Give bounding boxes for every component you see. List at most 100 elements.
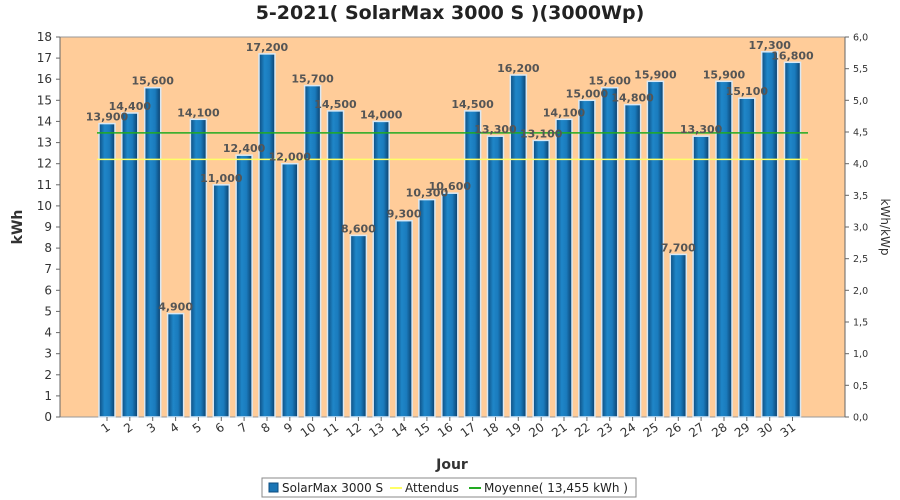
bar-day-2 bbox=[121, 112, 139, 418]
bar-day-7 bbox=[235, 154, 253, 418]
legend-label-attendus: Attendus bbox=[405, 481, 459, 495]
data-label-day-18: 13,300 bbox=[474, 123, 517, 136]
legend-box bbox=[261, 477, 637, 498]
x-tick-label-28: 28 bbox=[709, 420, 730, 440]
data-label-day-27: 13,300 bbox=[680, 123, 723, 136]
y-tick-label: 18 bbox=[37, 30, 52, 44]
bar-day-9 bbox=[281, 162, 299, 418]
x-tick-label-12: 12 bbox=[344, 420, 365, 440]
bar-day-6 bbox=[212, 184, 231, 418]
y-right-tick-label: 4,5 bbox=[853, 128, 868, 139]
x-tick-label-27: 27 bbox=[686, 420, 707, 440]
y-tick-label: 10 bbox=[37, 199, 52, 213]
data-label-day-17: 14,500 bbox=[451, 98, 494, 111]
data-label-day-16: 10,600 bbox=[429, 180, 472, 193]
bar-day-4 bbox=[166, 312, 185, 418]
data-label-day-15: 10,300 bbox=[406, 187, 449, 200]
bar-day-3 bbox=[143, 86, 162, 418]
data-label-day-19: 16,200 bbox=[497, 62, 540, 75]
x-tick-label-25: 25 bbox=[641, 420, 662, 440]
data-label-day-3: 15,600 bbox=[131, 75, 174, 88]
y-right-tick-label: 2,5 bbox=[853, 254, 868, 265]
bar-day-31 bbox=[783, 61, 802, 418]
bar-day-18 bbox=[486, 135, 505, 418]
bar-day-14 bbox=[395, 219, 413, 418]
x-tick-label-8: 8 bbox=[258, 420, 272, 436]
x-tick-label-19: 19 bbox=[503, 420, 524, 440]
data-label-day-26: 7,700 bbox=[661, 241, 696, 254]
bar-day-27 bbox=[692, 135, 710, 418]
x-tick-label-15: 15 bbox=[412, 420, 433, 440]
y-tick-label: 5 bbox=[44, 304, 52, 318]
y-tick-label: 4 bbox=[44, 326, 52, 340]
y-tick-label: 11 bbox=[37, 178, 52, 192]
y-tick-label: 7 bbox=[44, 262, 52, 276]
y-tick-label: 8 bbox=[44, 241, 52, 255]
y-right-tick-label: 3,0 bbox=[853, 223, 868, 234]
x-tick-label-6: 6 bbox=[213, 420, 227, 436]
x-tick-label-20: 20 bbox=[526, 420, 547, 440]
legend: SolarMax 3000 S Attendus Moyenne( 13,455… bbox=[261, 477, 637, 498]
y-tick-label: 15 bbox=[37, 93, 52, 107]
y-right-tick-label: 2,0 bbox=[853, 286, 868, 297]
bar-day-26 bbox=[669, 253, 688, 418]
y-axis-title: kWh bbox=[10, 210, 26, 245]
bar-day-22 bbox=[578, 99, 596, 418]
data-label-day-30: 17,300 bbox=[748, 39, 791, 52]
data-label-day-2: 14,400 bbox=[109, 100, 152, 113]
y-tick-label: 1 bbox=[44, 389, 52, 403]
data-label-day-24: 14,800 bbox=[611, 92, 654, 105]
x-tick-label-21: 21 bbox=[549, 420, 570, 440]
x-tick-label-23: 23 bbox=[595, 420, 616, 440]
data-label-day-1: 13,900 bbox=[86, 111, 129, 124]
y-tick-label: 16 bbox=[37, 72, 52, 86]
y-right-tick-label: 0,0 bbox=[853, 413, 868, 424]
y-tick-label: 0 bbox=[44, 410, 52, 424]
y-right-tick-label: 5,5 bbox=[853, 64, 868, 75]
x-tick-label-17: 17 bbox=[458, 420, 479, 440]
y-axis-right: 0,0 0,5 1,0 1,5 2,0 2,5 3,0 3,5 4,0 4,5 5,0 5,5 6,0 bbox=[844, 33, 868, 424]
y-tick-label: 14 bbox=[37, 114, 52, 128]
y-tick-label: 13 bbox=[37, 136, 52, 150]
x-tick-label-24: 24 bbox=[618, 420, 639, 440]
data-label-day-7: 12,400 bbox=[223, 142, 266, 155]
bar-day-24 bbox=[623, 103, 642, 418]
bar-day-21 bbox=[555, 118, 573, 418]
bar-day-10 bbox=[303, 84, 322, 418]
x-tick-label-30: 30 bbox=[755, 420, 776, 440]
x-tick-label-4: 4 bbox=[167, 420, 181, 436]
x-tick-label-7: 7 bbox=[236, 420, 250, 436]
x-tick-label-1: 1 bbox=[98, 420, 112, 436]
legend-label-solarmax: SolarMax 3000 S bbox=[282, 481, 383, 495]
x-tick-label-14: 14 bbox=[389, 420, 410, 440]
data-label-day-4: 4,900 bbox=[158, 301, 193, 314]
chart-title: 5-2021( SolarMax 3000 S )(3000Wp) bbox=[256, 2, 645, 24]
bar-day-30 bbox=[760, 51, 779, 418]
x-tick-label-13: 13 bbox=[366, 420, 387, 440]
data-label-day-22: 15,000 bbox=[566, 87, 609, 100]
x-tick-label-5: 5 bbox=[190, 420, 204, 436]
y-tick-label: 12 bbox=[37, 157, 52, 171]
reference-lines bbox=[97, 132, 808, 161]
x-tick-label-11: 11 bbox=[321, 420, 342, 440]
data-label-day-25: 15,900 bbox=[634, 68, 677, 81]
y-right-tick-label: 1,0 bbox=[853, 349, 868, 360]
bar-day-13 bbox=[372, 120, 390, 418]
data-label-day-13: 14,000 bbox=[360, 108, 403, 121]
data-label-day-11: 14,500 bbox=[314, 98, 357, 111]
bar-day-15 bbox=[418, 198, 436, 418]
x-tick-label-31: 31 bbox=[778, 420, 799, 440]
y-tick-label: 9 bbox=[44, 220, 52, 234]
y-right-tick-label: 0,5 bbox=[853, 381, 868, 392]
bar-day-1 bbox=[98, 122, 116, 418]
bar-day-12 bbox=[349, 234, 368, 418]
data-label-day-31: 16,800 bbox=[771, 49, 814, 62]
x-tick-label-2: 2 bbox=[121, 420, 135, 436]
y-right-tick-label: 5,0 bbox=[853, 96, 868, 107]
x-tick-label-29: 29 bbox=[732, 420, 753, 440]
y-axis-right-title: kWh/kWp bbox=[878, 199, 892, 256]
y-tick-label: 2 bbox=[44, 368, 52, 382]
bar-day-8 bbox=[258, 53, 276, 418]
